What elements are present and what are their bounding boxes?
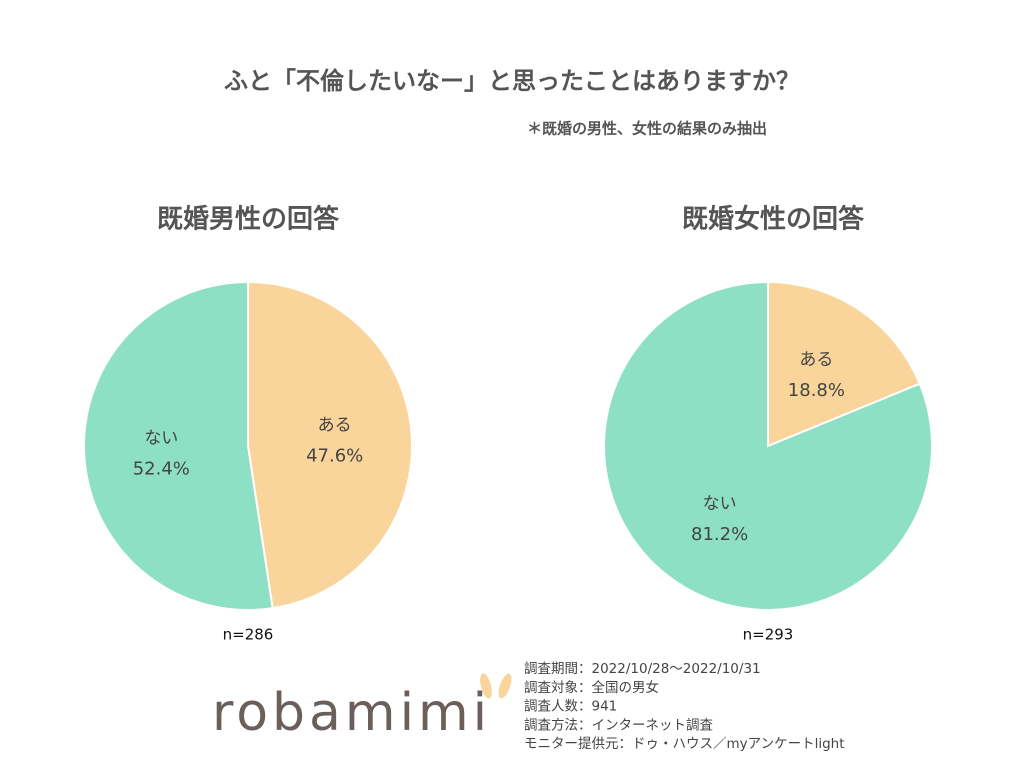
slice-category: ない [703,494,737,514]
slice-value-label: 47.6% [306,445,363,466]
page-title: ふと「不倫したいなー」と思ったことはありますか？ [224,67,800,95]
slice-category: ある [318,415,352,435]
pie-slice [603,280,933,611]
ear [498,673,512,699]
survey-line: 調査対象：全国の男女 [524,679,659,696]
pie-slice [83,280,274,611]
survey-line: 調査方法：インターネット調査 [524,717,713,733]
chart-title: 既婚男性の回答 [157,204,340,235]
slice-value-label: 52.4% [133,459,190,480]
sample-size: n=286 [223,626,274,644]
logo-ears [480,673,512,699]
slice-category: ある [799,350,833,370]
chart-title: 既婚女性の回答 [682,204,865,235]
pie-slice [767,280,922,448]
ear [480,673,492,699]
survey-info: 調査期間：2022/10/28～2022/10/31 調査対象：全国の男女調査人数… [524,661,845,752]
pie-slice [247,280,413,610]
survey-line: モニター提供元：ドゥ・ハウス／myアンケートlight [524,736,845,752]
logo: robamimi [212,683,491,743]
slice-value-label: 18.8% [788,380,845,401]
survey-line: 調査人数：941 [524,699,617,715]
sample-size: n=293 [743,626,794,644]
slice-value-label: 81.2% [691,524,748,545]
note: ＊既婚の男性、女性の結果のみ抽出 [527,120,767,138]
slice-category: ない [144,429,178,449]
survey-line: 調査期間：2022/10/28～2022/10/31 [524,661,761,677]
